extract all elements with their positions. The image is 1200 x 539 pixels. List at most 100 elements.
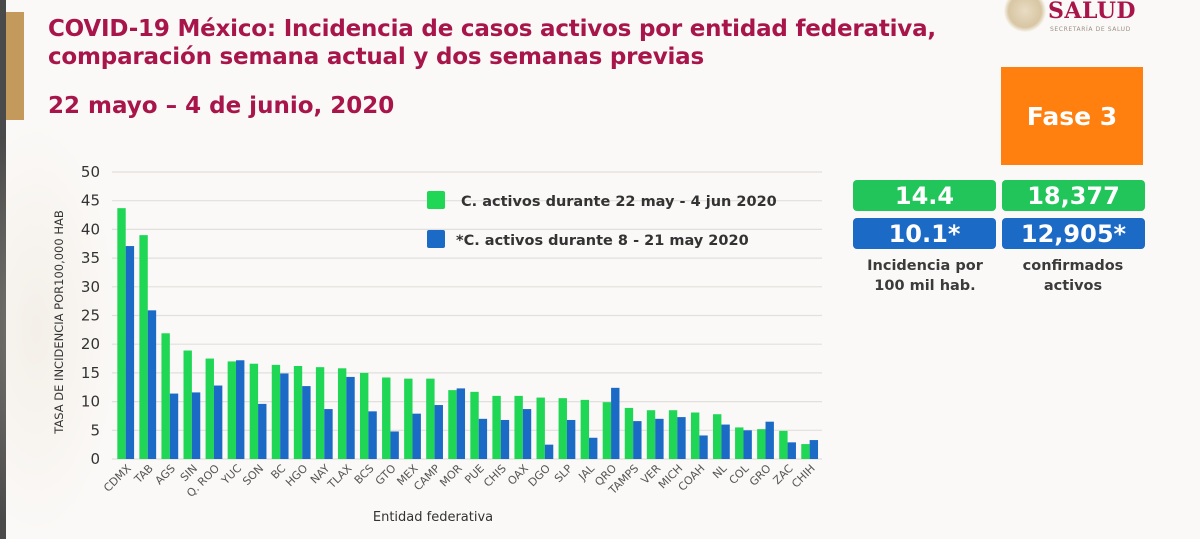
bar-current-nl (713, 414, 722, 459)
active-previous-value: 12,905* (1002, 218, 1145, 249)
bar-current-zac (779, 430, 788, 459)
x-tick-label: CHIS (481, 462, 509, 490)
y-tick-label: 50 (81, 163, 100, 181)
x-tick-label: CAMP (411, 462, 443, 494)
bar-previous-pue (478, 418, 488, 459)
legend-swatch-previous (427, 230, 445, 248)
bar-current-bcs (360, 372, 369, 459)
bar-current-yuc (227, 361, 237, 459)
x-tick-label: CDMX (101, 462, 134, 495)
x-tick-label: MOR (437, 462, 465, 490)
x-axis-title: Entidad federativa (373, 510, 493, 525)
bar-current-gro (757, 429, 766, 459)
y-tick-label: 5 (90, 421, 100, 439)
bar-current-cdmx (117, 208, 126, 459)
x-tick-label: OAX (505, 462, 531, 488)
active-label: confirmados activos (993, 256, 1153, 296)
bar-previous-coah (699, 435, 708, 459)
active-current-value: 18,377 (1002, 180, 1145, 211)
bar-previous-gto (390, 431, 399, 459)
y-tick-label: 45 (81, 192, 100, 210)
bar-previous-jal (589, 437, 598, 459)
bar-current-hgo (293, 366, 303, 459)
bar-previous-slp (566, 419, 576, 459)
gold-accent-tab (6, 12, 24, 120)
bar-current-ver (646, 410, 656, 459)
bar-previous-nay (324, 409, 333, 459)
bar-previous-ags (169, 393, 179, 459)
x-tick-label: CHIH (789, 462, 818, 491)
y-tick-label: 40 (81, 220, 100, 238)
y-tick-label: 25 (81, 307, 100, 325)
bar-current-slp (558, 398, 567, 459)
bar-previous-mex (412, 413, 421, 459)
bar-previous-zac (787, 442, 796, 459)
date-range-subtitle: 22 mayo – 4 de junio, 2020 (48, 93, 395, 119)
bars (117, 208, 819, 459)
salud-logo: SALUD SECRETARÍA DE SALUD (1000, 0, 1200, 40)
y-tick-label: 15 (81, 364, 100, 382)
bar-previous-cdmx (125, 246, 135, 459)
x-tick-label: BCS (352, 462, 377, 487)
bar-previous-tlax (346, 376, 355, 459)
bar-current-tlax (337, 368, 347, 459)
y-tick-label: 20 (81, 335, 100, 353)
bar-current-dgo (536, 397, 545, 459)
bar-previous-sin (191, 392, 201, 459)
bar-current-ags (161, 333, 170, 459)
bar-current-camp (426, 378, 435, 459)
left-edge-bar (0, 0, 6, 539)
x-tick-label: SON (240, 462, 266, 488)
x-tick-label: COL (726, 461, 752, 487)
bar-previous-son (258, 403, 267, 459)
active-label-line-2: activos (1043, 278, 1103, 294)
y-tick-label: 0 (90, 450, 100, 468)
active-label-line-1: confirmados (1022, 258, 1124, 274)
bar-previous-qroo (213, 385, 223, 459)
x-tick-label: TAB (131, 462, 156, 487)
x-tick-label: SLP (552, 462, 575, 485)
y-axis-title: TASA DE INCIDENCIA POR100,000 HAB (52, 210, 66, 435)
legend: C. activos durante 22 may - 4 jun 2020 *… (427, 191, 777, 249)
bar-current-qro (602, 402, 612, 459)
bar-current-gto (382, 377, 391, 459)
incidence-current-value: 14.4 (853, 180, 996, 211)
bar-previous-bc (280, 373, 289, 459)
page-title: COVID-19 México: Incidencia de casos act… (48, 15, 936, 71)
bar-current-mex (404, 378, 413, 459)
y-tick-label: 35 (81, 249, 100, 267)
y-tick-label: 30 (81, 278, 100, 296)
title-line-1: COVID-19 México: Incidencia de casos act… (48, 16, 936, 42)
bar-previous-chih (809, 440, 819, 459)
x-tick-label: AGS (153, 462, 178, 487)
logo-subtitle: SECRETARÍA DE SALUD (1050, 26, 1131, 33)
bar-previous-nl (721, 424, 730, 459)
bar-current-col (735, 427, 744, 459)
phase-badge: Fase 3 (1001, 67, 1143, 165)
bar-previous-ver (655, 418, 664, 459)
bar-current-chis (492, 395, 501, 459)
x-tick-label: GTO (373, 462, 399, 488)
bar-previous-tamps (633, 421, 642, 459)
y-tick-label: 10 (81, 393, 100, 411)
bar-previous-hgo (302, 386, 311, 459)
bar-current-mich (668, 410, 678, 459)
bar-current-bc (271, 364, 281, 459)
incidence-label: Incidencia por 100 mil hab. (845, 256, 1005, 296)
bar-previous-qro (611, 387, 620, 459)
bar-current-mor (448, 390, 457, 459)
bar-current-nay (315, 367, 325, 459)
incidence-label-line-1: Incidencia por (867, 258, 983, 274)
bar-current-tamps (624, 407, 634, 459)
bar-current-oax (514, 395, 523, 459)
bar-previous-oax (522, 409, 532, 459)
legend-label-current: C. activos durante 22 may - 4 jun 2020 (461, 194, 777, 210)
bar-previous-chis (500, 419, 510, 459)
y-axis-ticks: 0 5 10 15 20 25 30 35 40 45 50 (81, 163, 100, 468)
logo-name: SALUD (1048, 0, 1136, 24)
bar-previous-col (743, 430, 752, 459)
bar-previous-gro (765, 421, 774, 459)
legend-label-previous: *C. activos durante 8 - 21 may 2020 (456, 233, 749, 249)
bar-previous-bcs (368, 411, 377, 459)
